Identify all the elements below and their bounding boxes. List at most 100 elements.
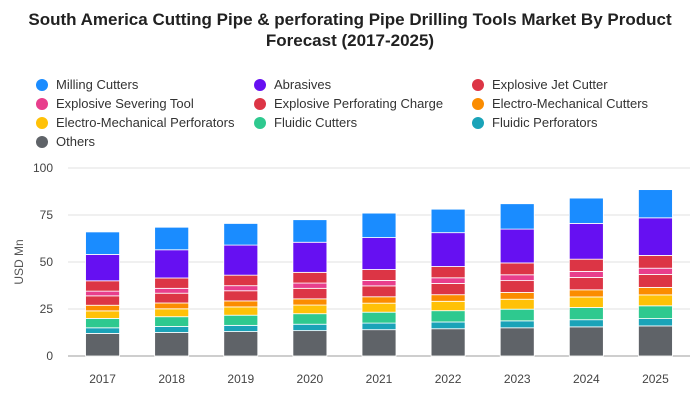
bar-2020-electro-mechanical-perforators[interactable] xyxy=(292,304,328,315)
bar-2017-explosive-perforating-charge[interactable] xyxy=(85,295,120,306)
bar-2021-abrasives[interactable] xyxy=(361,237,397,270)
bar-2024-explosive-jet-cutter[interactable] xyxy=(568,258,604,272)
bar-2024-explosive-severing-tool[interactable] xyxy=(568,270,604,278)
bar-2017-fluidic-perforators[interactable] xyxy=(85,327,120,334)
bar-2020-explosive-jet-cutter[interactable] xyxy=(292,271,328,284)
bar-2022-explosive-jet-cutter[interactable] xyxy=(430,266,466,279)
bar-2023-milling-cutters[interactable] xyxy=(499,203,535,230)
bar-2018-abrasives[interactable] xyxy=(154,249,190,279)
bar-2025-others[interactable] xyxy=(638,325,673,357)
legend-item-electro-mechanical-cutters[interactable]: Electro-Mechanical Cutters xyxy=(472,94,648,113)
bar-2023-fluidic-cutters[interactable] xyxy=(499,308,535,322)
bar-2020-explosive-perforating-charge[interactable] xyxy=(292,287,328,300)
bar-2021-fluidic-perforators[interactable] xyxy=(361,322,397,331)
bar-2022-abrasives[interactable] xyxy=(430,232,466,267)
bar-2019-electro-mechanical-perforators[interactable] xyxy=(223,306,259,316)
bar-2018-explosive-jet-cutter[interactable] xyxy=(154,277,190,289)
bar-2017-milling-cutters[interactable] xyxy=(85,231,120,255)
legend-item-milling-cutters[interactable]: Milling Cutters xyxy=(36,75,138,94)
bar-2018-fluidic-cutters[interactable] xyxy=(154,316,190,327)
bar-2025-explosive-jet-cutter[interactable] xyxy=(638,255,673,269)
bar-2019-fluidic-perforators[interactable] xyxy=(223,324,259,332)
bar-2017-explosive-severing-tool[interactable] xyxy=(85,290,120,297)
bar-2019-explosive-jet-cutter[interactable] xyxy=(223,274,259,287)
bar-2024-fluidic-perforators[interactable] xyxy=(568,319,604,328)
bar-2022-electro-mechanical-cutters[interactable] xyxy=(430,294,466,302)
bar-2022-explosive-perforating-charge[interactable] xyxy=(430,283,466,296)
bar-2020-milling-cutters[interactable] xyxy=(292,219,328,243)
legend-item-electro-mechanical-perforators[interactable]: Electro-Mechanical Perforators xyxy=(36,113,234,132)
bar-2022-fluidic-perforators[interactable] xyxy=(430,321,466,330)
bar-2018-fluidic-perforators[interactable] xyxy=(154,326,190,333)
bar-2020-fluidic-cutters[interactable] xyxy=(292,313,328,325)
bar-2024-others[interactable] xyxy=(568,326,604,357)
bar-2020-abrasives[interactable] xyxy=(292,241,328,273)
bar-2025-fluidic-cutters[interactable] xyxy=(638,305,673,319)
bar-2024-abrasives[interactable] xyxy=(568,223,604,260)
bar-2024-milling-cutters[interactable] xyxy=(568,197,604,224)
bar-2021-explosive-severing-tool[interactable] xyxy=(361,280,397,287)
legend-item-fluidic-perforators[interactable]: Fluidic Perforators xyxy=(472,113,597,132)
bar-2019-others[interactable] xyxy=(223,331,259,357)
bar-2022-electro-mechanical-perforators[interactable] xyxy=(430,300,466,312)
bar-2019-explosive-severing-tool[interactable] xyxy=(223,285,259,292)
bar-2018-electro-mechanical-cutters[interactable] xyxy=(154,302,190,310)
bar-2023-abrasives[interactable] xyxy=(499,228,535,264)
bar-2017-others[interactable] xyxy=(85,333,120,357)
bar-2024-electro-mechanical-cutters[interactable] xyxy=(568,289,604,298)
bar-2017-abrasives[interactable] xyxy=(85,254,120,282)
bar-2020-others[interactable] xyxy=(292,330,328,357)
bar-2021-electro-mechanical-perforators[interactable] xyxy=(361,302,397,313)
bar-2018-electro-mechanical-perforators[interactable] xyxy=(154,308,190,318)
bar-2021-explosive-perforating-charge[interactable] xyxy=(361,285,397,298)
bar-2019-electro-mechanical-cutters[interactable] xyxy=(223,300,259,308)
bar-2021-explosive-jet-cutter[interactable] xyxy=(361,269,397,281)
bar-2025-milling-cutters[interactable] xyxy=(638,189,673,219)
bar-2023-electro-mechanical-perforators[interactable] xyxy=(499,298,535,310)
bar-2018-milling-cutters[interactable] xyxy=(154,226,190,251)
bar-2025-electro-mechanical-cutters[interactable] xyxy=(638,286,673,296)
bar-2020-fluidic-perforators[interactable] xyxy=(292,323,328,332)
bar-2023-fluidic-perforators[interactable] xyxy=(499,320,535,329)
bar-2019-milling-cutters[interactable] xyxy=(223,223,259,246)
bar-2021-fluidic-cutters[interactable] xyxy=(361,311,397,324)
bar-2025-electro-mechanical-perforators[interactable] xyxy=(638,294,673,307)
bar-2017-electro-mechanical-cutters[interactable] xyxy=(85,304,120,312)
bar-2019-fluidic-cutters[interactable] xyxy=(223,314,259,326)
bar-2020-explosive-severing-tool[interactable] xyxy=(292,282,328,289)
bar-2025-abrasives[interactable] xyxy=(638,217,673,256)
bar-2022-others[interactable] xyxy=(430,328,466,357)
legend-item-abrasives[interactable]: Abrasives xyxy=(254,75,331,94)
legend-item-explosive-perforating-charge[interactable]: Explosive Perforating Charge xyxy=(254,94,443,113)
bar-2023-electro-mechanical-cutters[interactable] xyxy=(499,292,535,300)
bar-2023-explosive-perforating-charge[interactable] xyxy=(499,280,535,293)
bar-2022-fluidic-cutters[interactable] xyxy=(430,310,466,323)
bar-2021-electro-mechanical-cutters[interactable] xyxy=(361,296,397,304)
bar-2024-explosive-perforating-charge[interactable] xyxy=(568,277,604,291)
bar-2018-others[interactable] xyxy=(154,332,190,357)
bar-2022-explosive-severing-tool[interactable] xyxy=(430,277,466,284)
legend-item-fluidic-cutters[interactable]: Fluidic Cutters xyxy=(254,113,357,132)
bar-2017-fluidic-cutters[interactable] xyxy=(85,317,120,329)
legend-item-others[interactable]: Others xyxy=(36,132,95,151)
bar-2023-explosive-severing-tool[interactable] xyxy=(499,274,535,282)
bar-2025-explosive-perforating-charge[interactable] xyxy=(638,274,673,288)
bar-2020-electro-mechanical-cutters[interactable] xyxy=(292,298,328,306)
bar-2023-explosive-jet-cutter[interactable] xyxy=(499,262,535,276)
bar-2019-abrasives[interactable] xyxy=(223,244,259,276)
bar-2021-others[interactable] xyxy=(361,329,397,357)
bar-2025-fluidic-perforators[interactable] xyxy=(638,318,673,327)
bar-2023-others[interactable] xyxy=(499,327,535,357)
bar-2025-explosive-severing-tool[interactable] xyxy=(638,267,673,275)
bar-2024-electro-mechanical-perforators[interactable] xyxy=(568,296,604,308)
bar-2017-explosive-jet-cutter[interactable] xyxy=(85,280,120,292)
bar-2022-milling-cutters[interactable] xyxy=(430,208,466,234)
legend-item-explosive-severing-tool[interactable]: Explosive Severing Tool xyxy=(36,94,194,113)
bar-2024-fluidic-cutters[interactable] xyxy=(568,307,604,321)
bar-2018-explosive-perforating-charge[interactable] xyxy=(154,292,190,304)
bar-2021-milling-cutters[interactable] xyxy=(361,212,397,238)
bar-2019-explosive-perforating-charge[interactable] xyxy=(223,290,259,302)
legend-item-explosive-jet-cutter[interactable]: Explosive Jet Cutter xyxy=(472,75,608,94)
bar-2017-electro-mechanical-perforators[interactable] xyxy=(85,310,120,319)
bar-2018-explosive-severing-tool[interactable] xyxy=(154,287,190,294)
